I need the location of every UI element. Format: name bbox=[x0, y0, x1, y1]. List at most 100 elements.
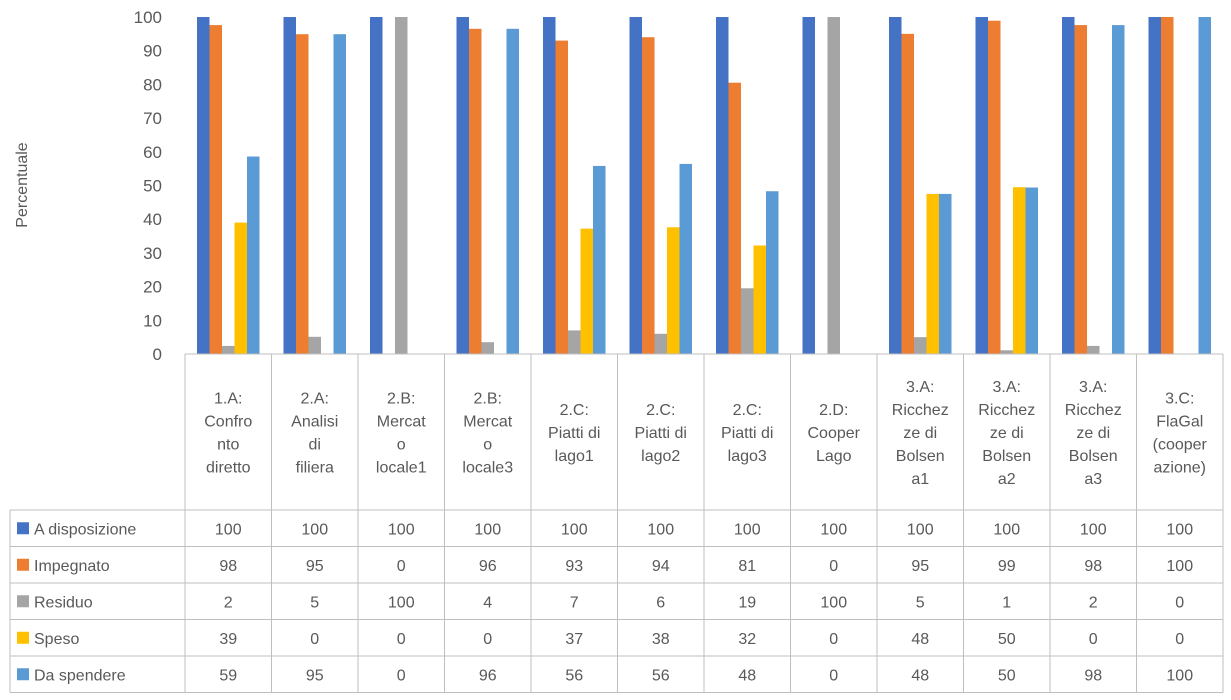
y-tick-label: 70 bbox=[143, 109, 162, 128]
bar-da-spendere bbox=[939, 193, 952, 354]
category-label: 2.B: bbox=[387, 391, 415, 408]
table-cell-value: 95 bbox=[306, 667, 324, 684]
table-cell-value: 0 bbox=[829, 631, 838, 648]
category-label: locale1 bbox=[376, 460, 427, 477]
legend-label: Residuo bbox=[34, 594, 93, 611]
table-cell-value: 100 bbox=[907, 521, 934, 538]
table-cell-value: 100 bbox=[820, 594, 847, 611]
category-label: 2.C: bbox=[733, 402, 762, 419]
bar-a-disposizione bbox=[370, 17, 383, 354]
table-cell-value: 6 bbox=[656, 594, 665, 611]
table-cell-value: 99 bbox=[998, 558, 1016, 575]
legend-label: A disposizione bbox=[34, 521, 136, 538]
category-label: Ricchez bbox=[1065, 402, 1122, 419]
category-label: FlaGal bbox=[1156, 414, 1203, 431]
category-label: ze di bbox=[1076, 425, 1110, 442]
table-cell-value: 56 bbox=[652, 667, 670, 684]
table-cell-value: 100 bbox=[561, 521, 588, 538]
category-label: Mercat bbox=[377, 414, 426, 431]
table-cell-value: 100 bbox=[647, 521, 674, 538]
bar-speso bbox=[926, 193, 939, 354]
table-cell-value: 1 bbox=[1002, 594, 1011, 611]
category-label: (cooper bbox=[1153, 437, 1208, 454]
category-label: lago1 bbox=[555, 448, 594, 465]
category-label: lago2 bbox=[641, 448, 680, 465]
table-cell-value: 7 bbox=[570, 594, 579, 611]
category-label: locale3 bbox=[462, 460, 513, 477]
category-label: Confro bbox=[204, 414, 252, 431]
bar-impegnato bbox=[296, 34, 309, 354]
category-label: 2.B: bbox=[474, 391, 502, 408]
bar-residuo bbox=[222, 345, 235, 354]
bar-impegnato bbox=[728, 82, 741, 355]
table-cell-value: 100 bbox=[1166, 521, 1193, 538]
bar-speso bbox=[667, 227, 680, 354]
bar-speso bbox=[753, 245, 766, 354]
table-cell-value: 100 bbox=[820, 521, 847, 538]
table-cell-value: 0 bbox=[829, 667, 838, 684]
category-label: 3.A: bbox=[993, 379, 1021, 396]
category-label: 3.A: bbox=[906, 379, 934, 396]
bar-residuo bbox=[654, 333, 667, 354]
category-label: diretto bbox=[206, 460, 251, 477]
bar-residuo bbox=[308, 336, 321, 354]
y-tick-label: 20 bbox=[143, 278, 162, 297]
category-label: nto bbox=[217, 437, 239, 454]
legend-key bbox=[17, 631, 29, 644]
bar-da-spendere bbox=[1112, 25, 1125, 355]
bar-residuo bbox=[481, 342, 494, 354]
category-label: Bolsen bbox=[1069, 448, 1118, 465]
category-label: Piatti di bbox=[548, 425, 600, 442]
bar-impegnato bbox=[1161, 17, 1174, 354]
table-cell-value: 59 bbox=[219, 667, 237, 684]
table-cell-value: 0 bbox=[483, 631, 492, 648]
table-cell-value: 100 bbox=[215, 521, 242, 538]
y-tick-label: 60 bbox=[143, 143, 162, 162]
bar-da-spendere bbox=[506, 28, 519, 355]
y-tick-label: 30 bbox=[143, 244, 162, 263]
bar-da-spendere bbox=[766, 191, 779, 354]
legend-label: Impegnato bbox=[34, 558, 110, 575]
category-label: Ricchez bbox=[978, 402, 1035, 419]
bar-da-spendere bbox=[1198, 17, 1211, 354]
table-cell-value: 2 bbox=[1089, 594, 1098, 611]
bar-a-disposizione bbox=[1062, 17, 1075, 354]
table-cell-value: 0 bbox=[1175, 594, 1184, 611]
bar-residuo bbox=[827, 17, 840, 354]
table-cell-value: 50 bbox=[998, 667, 1016, 684]
category-label: Lago bbox=[816, 448, 852, 465]
table-cell-value: 100 bbox=[734, 521, 761, 538]
category-label: Ricchez bbox=[892, 402, 949, 419]
table-cell-value: 0 bbox=[397, 667, 406, 684]
category-label: 2.D: bbox=[819, 402, 848, 419]
category-label: lago3 bbox=[728, 448, 767, 465]
bar-impegnato bbox=[555, 40, 568, 355]
category-label: o bbox=[397, 437, 406, 454]
legend-label: Speso bbox=[34, 631, 79, 648]
table-cell-value: 100 bbox=[301, 521, 328, 538]
bar-a-disposizione bbox=[543, 17, 556, 354]
table-cell-value: 100 bbox=[388, 594, 415, 611]
table-cell-value: 100 bbox=[1166, 667, 1193, 684]
category-label: 1.A: bbox=[214, 391, 242, 408]
bar-a-disposizione bbox=[283, 17, 296, 354]
bar-a-disposizione bbox=[456, 17, 469, 354]
bar-speso bbox=[1013, 187, 1026, 354]
bar-residuo bbox=[568, 330, 581, 354]
category-label: Mercat bbox=[463, 414, 512, 431]
table-cell-value: 100 bbox=[1080, 521, 1107, 538]
table-cell-value: 48 bbox=[911, 631, 929, 648]
table-cell-value: 2 bbox=[224, 594, 233, 611]
legend-label: Da spendere bbox=[34, 667, 126, 684]
bar-speso bbox=[580, 228, 593, 354]
bar-speso bbox=[234, 222, 247, 354]
bar-a-disposizione bbox=[197, 17, 210, 354]
table-cell-value: 94 bbox=[652, 558, 670, 575]
table-cell-value: 100 bbox=[993, 521, 1020, 538]
category-label: azione) bbox=[1154, 460, 1206, 477]
category-label: 2.C: bbox=[560, 402, 589, 419]
table-cell-value: 0 bbox=[310, 631, 319, 648]
bar-impegnato bbox=[901, 33, 914, 354]
category-label: a3 bbox=[1084, 471, 1102, 488]
